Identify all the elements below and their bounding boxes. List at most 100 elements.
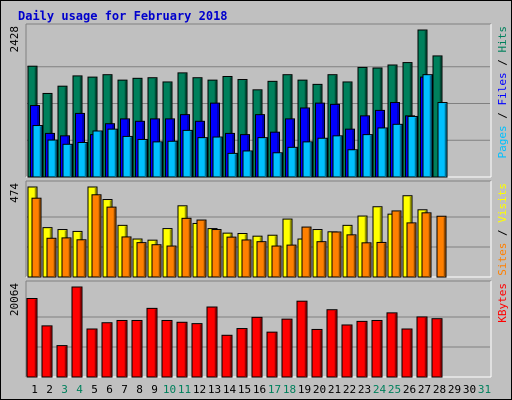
bar-sites-day-27 bbox=[421, 212, 432, 278]
bar-kbytes-day-11 bbox=[176, 321, 188, 378]
bar-kbytes-day-21 bbox=[326, 309, 338, 378]
x-tick-label-day-26: 26 bbox=[403, 383, 416, 396]
x-tick-label-day-27: 27 bbox=[418, 383, 431, 396]
x-tick-label-day-4: 4 bbox=[76, 383, 83, 396]
bar-pages-day-4 bbox=[77, 141, 88, 178]
bar-kbytes-day-26 bbox=[401, 328, 413, 378]
x-tick-label-day-8: 8 bbox=[136, 383, 143, 396]
bar-kbytes-day-7 bbox=[116, 319, 128, 378]
bar-kbytes-day-24 bbox=[371, 319, 383, 378]
bar-sites-day-13 bbox=[211, 229, 222, 278]
bar-pages-day-6 bbox=[107, 128, 118, 178]
series-label-part: KBytes bbox=[496, 283, 509, 323]
bar-pages-day-28 bbox=[437, 102, 448, 178]
x-tick-label-day-17: 17 bbox=[268, 383, 281, 396]
bar-pages-day-5 bbox=[92, 130, 103, 178]
bar-sites-day-22 bbox=[346, 234, 357, 278]
bar-sites-day-7 bbox=[121, 236, 132, 278]
x-tick-label-day-31: 31 bbox=[478, 383, 491, 396]
y-max-label-kbytes: 20064 bbox=[8, 283, 21, 316]
bar-pages-day-25 bbox=[392, 123, 403, 178]
bar-sites-day-12 bbox=[196, 219, 207, 278]
series-label-kbytes: KBytes bbox=[496, 283, 509, 323]
bar-pages-day-1 bbox=[32, 125, 43, 178]
bar-sites-day-23 bbox=[361, 242, 372, 278]
bar-sites-day-9 bbox=[151, 244, 162, 278]
x-tick-label-day-28: 28 bbox=[433, 383, 446, 396]
bar-kbytes-day-18 bbox=[281, 318, 293, 378]
bar-kbytes-day-12 bbox=[191, 323, 203, 378]
x-tick-label-day-30: 30 bbox=[463, 383, 476, 396]
series-label-part: / bbox=[496, 223, 509, 243]
series-label-visits-sites: Sites / Visits bbox=[496, 183, 509, 276]
x-tick-label-day-9: 9 bbox=[151, 383, 158, 396]
bar-sites-day-24 bbox=[376, 241, 387, 278]
bar-sites-day-11 bbox=[181, 217, 192, 278]
bar-sites-day-26 bbox=[406, 222, 417, 278]
bar-pages-day-14 bbox=[227, 152, 238, 178]
bar-pages-day-13 bbox=[212, 136, 223, 178]
x-tick-label-day-11: 11 bbox=[178, 383, 191, 396]
x-tick-label-day-14: 14 bbox=[223, 383, 237, 396]
x-tick-label-day-20: 20 bbox=[313, 383, 326, 396]
bar-kbytes-day-4 bbox=[71, 286, 83, 378]
bar-kbytes-day-14 bbox=[221, 334, 233, 378]
bar-pages-day-11 bbox=[182, 129, 193, 178]
bar-kbytes-day-10 bbox=[161, 319, 173, 378]
bar-sites-day-20 bbox=[316, 241, 327, 278]
bar-pages-day-27 bbox=[422, 74, 433, 178]
bar-pages-day-23 bbox=[362, 134, 373, 178]
bar-kbytes-day-5 bbox=[86, 328, 98, 378]
bar-pages-day-24 bbox=[377, 127, 388, 178]
bar-pages-day-12 bbox=[197, 137, 208, 178]
series-label-part: Visits bbox=[496, 183, 509, 223]
bar-kbytes-day-15 bbox=[236, 328, 248, 378]
bar-pages-day-15 bbox=[242, 150, 253, 178]
y-max-label-hits-files-pages: 2428 bbox=[8, 26, 21, 53]
x-tick-label-day-3: 3 bbox=[61, 383, 68, 396]
bar-kbytes-day-27 bbox=[416, 316, 428, 378]
series-label-part: Pages bbox=[496, 125, 509, 158]
x-tick-label-day-21: 21 bbox=[328, 383, 341, 396]
bar-pages-day-3 bbox=[62, 143, 73, 178]
bar-sites-day-16 bbox=[256, 241, 267, 278]
bar-pages-day-7 bbox=[122, 135, 133, 178]
x-tick-label-day-18: 18 bbox=[283, 383, 296, 396]
series-label-part: / bbox=[496, 106, 509, 126]
bar-sites-day-17 bbox=[271, 245, 282, 278]
series-label-part: Hits bbox=[496, 26, 509, 53]
x-tick-label-day-13: 13 bbox=[208, 383, 221, 396]
bar-pages-day-22 bbox=[347, 149, 358, 178]
bar-sites-day-1 bbox=[31, 197, 42, 278]
x-tick-label-day-24: 24 bbox=[373, 383, 387, 396]
bar-sites-day-15 bbox=[241, 239, 252, 278]
bar-sites-day-21 bbox=[331, 231, 342, 278]
bar-kbytes-day-22 bbox=[341, 324, 353, 378]
bar-pages-day-9 bbox=[152, 141, 163, 178]
bar-kbytes-day-6 bbox=[101, 322, 113, 378]
x-tick-label-day-19: 19 bbox=[298, 383, 311, 396]
x-tick-label-day-12: 12 bbox=[193, 383, 206, 396]
x-tick-label-day-16: 16 bbox=[253, 383, 266, 396]
bar-kbytes-day-17 bbox=[266, 331, 278, 378]
bar-pages-day-10 bbox=[167, 140, 178, 178]
bar-kbytes-day-28 bbox=[431, 318, 443, 378]
series-label-part: Sites bbox=[496, 243, 509, 276]
bar-sites-day-3 bbox=[61, 237, 72, 278]
x-tick-label-day-22: 22 bbox=[343, 383, 356, 396]
bar-kbytes-day-19 bbox=[296, 300, 308, 378]
bar-kbytes-day-9 bbox=[146, 307, 158, 378]
bar-pages-day-19 bbox=[302, 141, 313, 178]
bar-sites-day-6 bbox=[106, 206, 117, 278]
y-max-label-visits-sites: 474 bbox=[8, 183, 21, 203]
x-tick-label-day-25: 25 bbox=[388, 383, 401, 396]
bar-sites-day-2 bbox=[46, 237, 57, 278]
x-tick-label-day-2: 2 bbox=[46, 383, 53, 396]
bar-sites-day-8 bbox=[136, 242, 147, 278]
bar-pages-day-18 bbox=[287, 146, 298, 178]
series-label-hits-files-pages: Pages / Files / Hits bbox=[496, 26, 509, 159]
bar-sites-day-19 bbox=[301, 226, 312, 278]
series-label-part: / bbox=[496, 53, 509, 73]
bar-sites-day-5 bbox=[91, 194, 102, 278]
